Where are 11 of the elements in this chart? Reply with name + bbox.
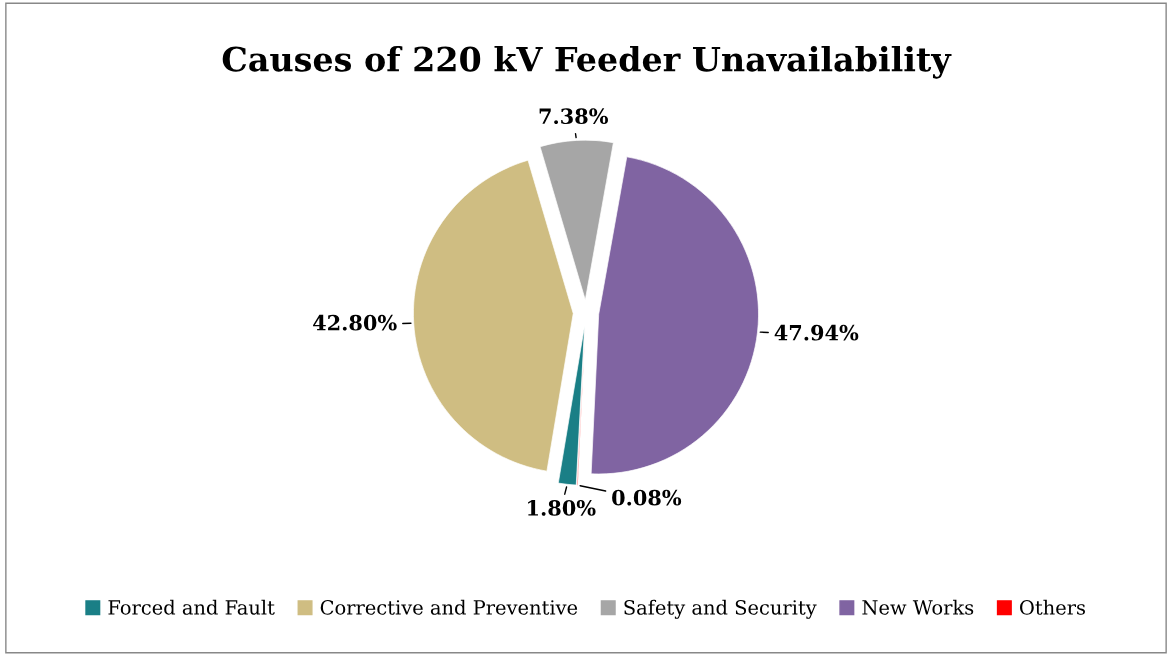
data-label: 42.80% (313, 314, 397, 331)
legend-label: New Works (862, 599, 974, 615)
chart-title: Causes of 220 kV Feeder Unavailability (222, 45, 952, 79)
data-label: 47.94% (774, 324, 859, 341)
data-label: 1.80% (528, 500, 596, 516)
legend-label: Forced and Fault (108, 599, 275, 615)
data-label: 7.38% (539, 108, 608, 125)
legend-label: Others (1020, 599, 1085, 615)
data-label: 0.08% (612, 489, 682, 506)
legend-label: Corrective and Preventive (320, 599, 578, 615)
legend-label: Safety and Security (624, 599, 817, 619)
